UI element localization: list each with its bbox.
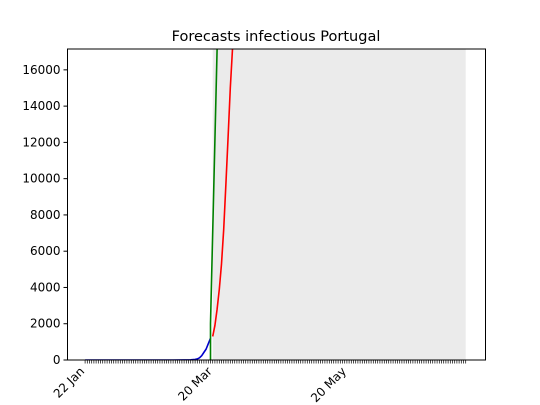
y-tick-label: 10000 bbox=[22, 172, 60, 186]
y-tick-label: 16000 bbox=[22, 63, 60, 77]
x-tick-label: 22 Jan bbox=[51, 364, 87, 400]
y-tick-label: 8000 bbox=[30, 208, 61, 222]
y-tick-label: 0 bbox=[53, 353, 61, 367]
y-tick-label: 6000 bbox=[30, 244, 61, 258]
forecast-shade bbox=[212, 49, 466, 360]
series-line-3 bbox=[211, 49, 234, 337]
y-axis: 0 2000 4000 6000 8000 10000 12000 14000 16000 bbox=[22, 63, 68, 367]
x-tick-label: 20 May bbox=[308, 364, 349, 405]
series-group bbox=[85, 49, 234, 360]
forecast-shade-region bbox=[212, 49, 466, 360]
x-axis: 22 Jan 20 Mar 20 May bbox=[51, 360, 467, 405]
x-tick-label: 20 Mar bbox=[175, 364, 214, 403]
series-line-2 bbox=[209, 49, 218, 360]
y-tick-label: 2000 bbox=[30, 317, 61, 331]
chart-title: Forecasts infectious Portugal bbox=[172, 29, 381, 45]
y-tick-label: 14000 bbox=[22, 99, 60, 113]
series-line-1 bbox=[85, 337, 212, 360]
y-tick-label: 12000 bbox=[22, 135, 60, 149]
y-tick-label: 4000 bbox=[30, 280, 61, 294]
